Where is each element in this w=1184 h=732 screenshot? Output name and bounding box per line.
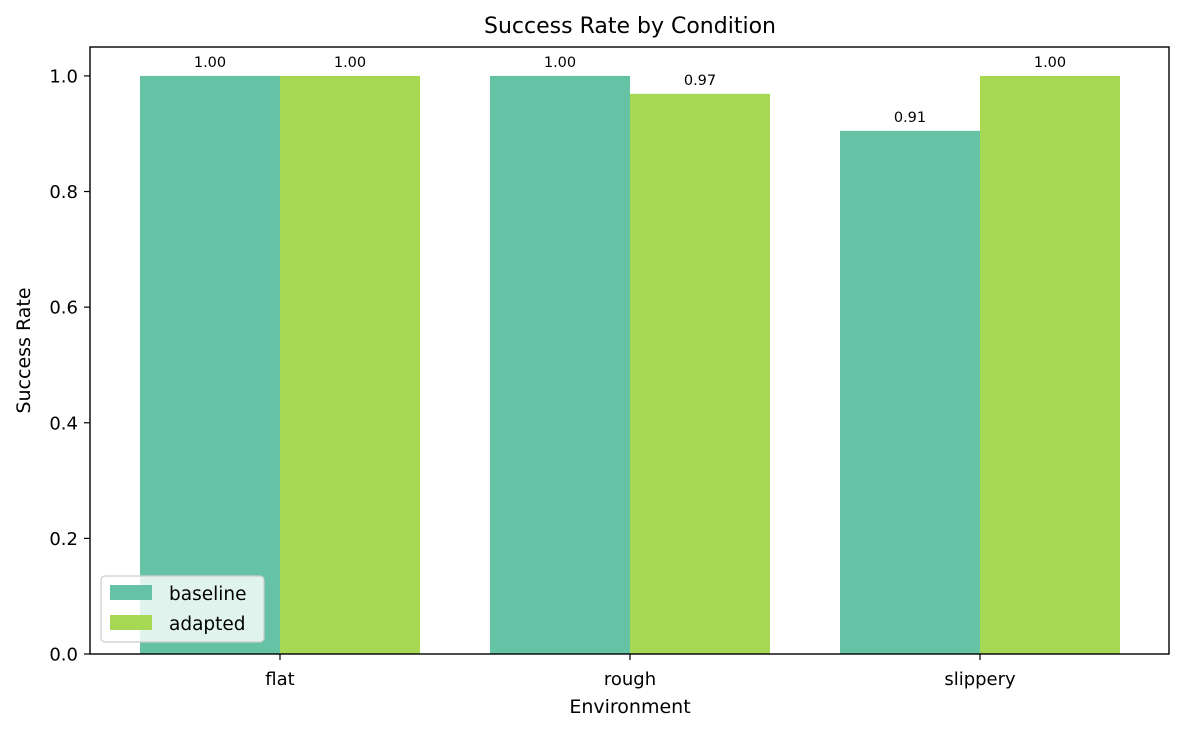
bar-baseline-slippery <box>840 130 980 655</box>
x-tick-label: rough <box>604 669 656 690</box>
y-axis: 0.0 0.2 0.4 0.6 0.8 1.0 <box>49 66 90 666</box>
chart-title: Success Rate by Condition <box>484 14 776 39</box>
bar-value-label: 1.00 <box>1034 55 1066 71</box>
bar-baseline-rough <box>490 75 630 654</box>
bar-value-label: 1.00 <box>194 55 226 71</box>
x-tick-label: slippery <box>944 669 1016 690</box>
legend-swatch-baseline <box>110 585 152 600</box>
bar-value-label: 1.00 <box>544 55 576 71</box>
x-axis-title: Environment <box>569 696 690 718</box>
bar-value-label: 0.91 <box>894 110 926 126</box>
y-tick-label: 0.6 <box>49 298 78 319</box>
y-tick-label: 0.8 <box>49 182 78 203</box>
bar-baseline-flat <box>140 75 280 654</box>
x-axis: flat rough slippery <box>265 654 1016 690</box>
y-axis-title: Success Rate <box>13 287 35 413</box>
x-tick-label: flat <box>265 669 294 690</box>
y-tick-label: 0.2 <box>49 529 78 550</box>
y-tick-label: 1.0 <box>49 66 78 87</box>
bar-labels-group: 1.00 1.00 0.91 1.00 0.97 1.00 <box>194 55 1066 126</box>
bars-group <box>140 75 1120 655</box>
bar-value-label: 1.00 <box>334 55 366 71</box>
bar-adapted-flat <box>280 75 420 654</box>
legend-label-adapted: adapted <box>169 614 246 635</box>
y-tick-label: 0.4 <box>49 413 78 434</box>
legend-swatch-adapted <box>110 615 152 630</box>
y-tick-label: 0.0 <box>49 645 78 666</box>
bar-adapted-rough <box>630 93 770 655</box>
bar-value-label: 0.97 <box>684 73 716 89</box>
legend-label-baseline: baseline <box>169 584 247 605</box>
legend: baseline adapted <box>100 575 265 643</box>
bar-adapted-slippery <box>980 75 1120 654</box>
